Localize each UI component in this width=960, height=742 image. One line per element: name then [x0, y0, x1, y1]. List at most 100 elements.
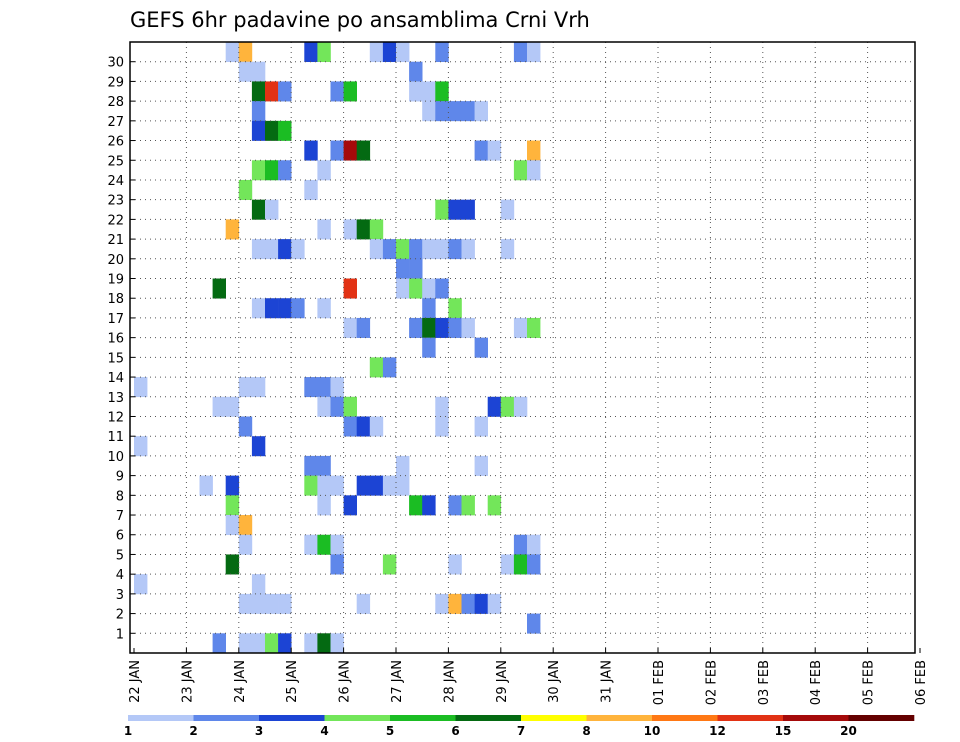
y-tick-label: 9 [116, 470, 124, 485]
heatmap-cell [265, 593, 279, 614]
heatmap-cell [356, 416, 371, 437]
heatmap-cell [317, 475, 331, 496]
heatmap-cell [422, 317, 436, 338]
heatmap-cell [251, 436, 266, 457]
heatmap-cell [461, 199, 475, 220]
x-tick-label: 25 JAN [285, 660, 300, 703]
y-tick-label: 13 [107, 391, 124, 406]
y-tick-label: 19 [107, 273, 124, 288]
heatmap-cells [134, 42, 541, 654]
heatmap-cell [435, 416, 449, 437]
x-tick-label: 28 JAN [442, 660, 457, 703]
heatmap-cell [396, 42, 410, 63]
heatmap-cell [212, 633, 226, 654]
heatmap-cell [330, 475, 344, 496]
heatmap-cell [251, 377, 266, 398]
heatmap-cell [356, 140, 371, 161]
heatmap-cell [251, 160, 266, 181]
heatmap-cell [251, 574, 266, 595]
heatmap-cell [435, 317, 449, 338]
legend-swatch [848, 715, 915, 721]
heatmap-cell [527, 317, 541, 338]
heatmap-cell [474, 593, 488, 614]
heatmap-cell [265, 633, 279, 654]
heatmap-cell [382, 554, 397, 575]
heatmap-cell [396, 278, 410, 299]
color-legend: 1 2 3 4 5 6 7 8 10 12 15 20 [124, 715, 915, 738]
y-tick-label: 21 [107, 233, 124, 248]
heatmap-cell [225, 554, 240, 575]
heatmap-cell [461, 317, 475, 338]
y-tick-label: 15 [107, 351, 124, 366]
legend-label: 4 [320, 724, 328, 738]
heatmap-cell [265, 298, 279, 319]
y-tick-label: 23 [107, 194, 124, 209]
heatmap-cell [251, 593, 266, 614]
heatmap-cell [278, 593, 292, 614]
heatmap-cell [251, 81, 266, 102]
heatmap-cell [343, 278, 357, 299]
legend-swatch [193, 715, 260, 721]
heatmap-cell [278, 120, 292, 141]
heatmap-cell [527, 160, 541, 181]
y-tick-label: 8 [116, 489, 124, 504]
heatmap-cell [225, 515, 240, 536]
x-tick-label: 06 FEB [914, 660, 929, 705]
heatmap-cell [422, 337, 436, 358]
heatmap-cell [396, 239, 410, 260]
heatmap-cell [448, 199, 462, 220]
heatmap-cell [317, 377, 331, 398]
x-tick-label: 01 FEB [652, 660, 667, 705]
heatmap-cell [513, 396, 528, 417]
heatmap-cell [409, 317, 423, 338]
heatmap-cell [330, 377, 344, 398]
heatmap-cell [265, 160, 279, 181]
heatmap-cell [422, 495, 436, 516]
plot-frame [129, 41, 916, 654]
y-tick-label: 22 [107, 213, 124, 228]
heatmap-cell [513, 554, 528, 575]
chart-title: GEFS 6hr padavine po ansamblima Crni Vrh [130, 8, 590, 32]
heatmap-cell [422, 101, 436, 122]
heatmap-cell [500, 199, 515, 220]
heatmap-cell [238, 534, 253, 555]
heatmap-cell [291, 239, 305, 260]
heatmap-cell [265, 239, 279, 260]
heatmap-cell [422, 278, 436, 299]
heatmap-cell [304, 633, 318, 654]
heatmap-cell [251, 61, 266, 82]
y-tick-label: 6 [116, 529, 124, 544]
legend-swatch [652, 715, 718, 721]
heatmap-cell [513, 160, 528, 181]
legend-label: 15 [775, 724, 792, 738]
legend-swatch [717, 715, 784, 721]
heatmap-cell [435, 199, 449, 220]
heatmap-cell [474, 416, 488, 437]
heatmap-cell [409, 61, 423, 82]
heatmap-cell [212, 278, 226, 299]
heatmap-cell [356, 317, 371, 338]
heatmap-cell [527, 42, 541, 63]
heatmap-cell [199, 475, 213, 496]
heatmap-cell [448, 495, 462, 516]
heatmap-cell [278, 160, 292, 181]
heatmap-cell [278, 298, 292, 319]
heatmap-cell [487, 396, 502, 417]
heatmap-cell [238, 633, 253, 654]
legend-swatch [259, 715, 325, 721]
y-tick-label: 29 [107, 75, 124, 90]
heatmap-cell [527, 534, 541, 555]
heatmap-cell [251, 239, 266, 260]
heatmap-cell [382, 239, 397, 260]
heatmap-cell [369, 475, 384, 496]
heatmap-cell [225, 495, 240, 516]
heatmap-cell [265, 120, 279, 141]
heatmap-cell [513, 317, 528, 338]
heatmap-cell [304, 179, 318, 200]
legend-label: 1 [124, 724, 132, 738]
x-tick-label: 29 JAN [495, 660, 510, 703]
heatmap-cell [265, 81, 279, 102]
legend-swatch [783, 715, 849, 721]
heatmap-cell [251, 120, 266, 141]
heatmap-cell [238, 42, 253, 63]
